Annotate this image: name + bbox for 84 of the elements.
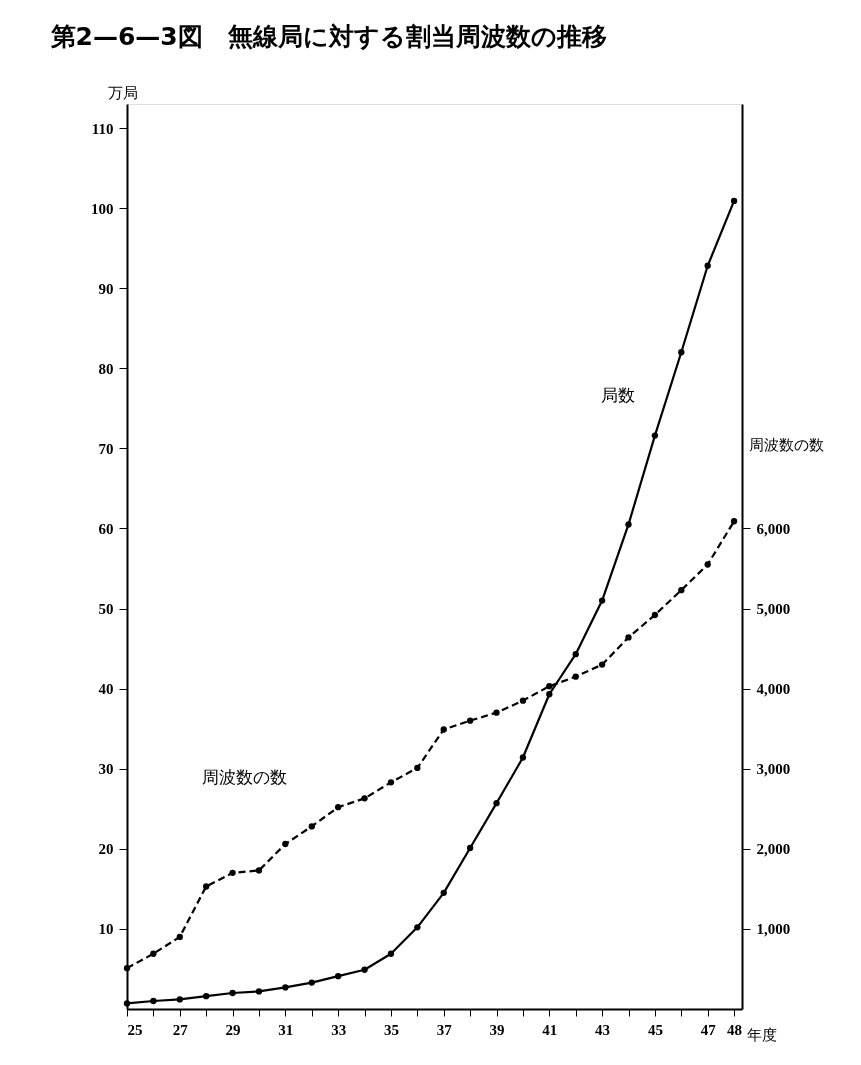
y2-axis-title: 周波数の数: [748, 436, 824, 453]
point: [466, 717, 474, 724]
y-axis-title: 万局: [107, 84, 138, 101]
point: [493, 709, 500, 716]
point: [625, 521, 632, 528]
point: [308, 979, 315, 986]
point: [651, 611, 659, 619]
point: [466, 844, 474, 852]
point: [519, 754, 527, 761]
point: [150, 950, 157, 957]
point: [361, 966, 368, 973]
x-tick-label: 37: [436, 1021, 453, 1038]
y2-tick-label: 3,000: [756, 761, 791, 778]
point: [123, 965, 131, 972]
x-tick-label: 35: [383, 1021, 399, 1038]
y-tick-label: 70: [98, 440, 114, 457]
point: [704, 262, 711, 269]
y-tick-label: 100: [91, 200, 114, 217]
point: [335, 973, 342, 980]
point: [282, 984, 289, 991]
point: [229, 989, 236, 997]
y-tick-label: 60: [98, 520, 114, 537]
chart-title: 第2—6—3図 無線局に対する割当周波数の推移: [49, 22, 607, 51]
point: [387, 950, 395, 957]
point: [203, 993, 210, 1000]
point: [255, 867, 263, 874]
x-tick-label: 45: [647, 1021, 663, 1038]
point: [730, 197, 738, 205]
x-tick-label: 47: [700, 1021, 717, 1038]
y2-tick-label: 5,000: [756, 601, 791, 618]
point: [519, 697, 527, 704]
point: [387, 779, 395, 786]
point: [282, 840, 289, 848]
y-tick-label: 20: [98, 841, 114, 858]
point: [546, 683, 553, 690]
x-tick-label: 48: [727, 1021, 743, 1038]
x-tick-label: 25: [127, 1021, 143, 1038]
y-tick-label: 30: [98, 761, 114, 778]
x-tick-label: 27: [172, 1021, 189, 1038]
point: [123, 1000, 131, 1007]
text: 周波数の数: [202, 767, 288, 787]
x-tick-label: 43: [595, 1021, 611, 1038]
point: [308, 823, 315, 830]
y-tick-label: 40: [98, 681, 114, 698]
point: [678, 349, 685, 356]
point: [572, 651, 579, 658]
point: [440, 726, 447, 733]
point: [255, 988, 263, 995]
series-label: 局数: [600, 385, 635, 405]
point: [678, 586, 685, 594]
y2-tick-label: 6,000: [756, 520, 791, 537]
point: [440, 889, 447, 897]
point: [651, 432, 659, 439]
point: [625, 634, 632, 641]
y-tick-label: 110: [91, 120, 114, 137]
x-tick-label: 39: [489, 1021, 505, 1038]
point: [730, 518, 738, 525]
point: [229, 869, 236, 877]
y-tick-label: 50: [98, 601, 114, 618]
x-tick-label: 33: [331, 1021, 347, 1038]
y-tick-label: 10: [98, 921, 114, 938]
point: [546, 691, 553, 698]
point: [361, 795, 368, 802]
point: [414, 924, 421, 931]
point: [704, 561, 711, 568]
point: [176, 996, 183, 1003]
point: [493, 800, 500, 807]
x-tick-label: 31: [278, 1021, 294, 1038]
point: [598, 597, 606, 604]
point: [335, 804, 342, 811]
point: [203, 883, 210, 890]
point: [572, 673, 579, 680]
y2-tick-label: 4,000: [756, 681, 791, 698]
y2-tick-label: 2,000: [756, 841, 791, 858]
point: [598, 661, 606, 668]
y-tick-label: 90: [98, 280, 114, 297]
y-tick-label: 80: [98, 360, 114, 377]
x-axis-title: 年度: [746, 1026, 777, 1043]
x-tick-label: 29: [225, 1021, 241, 1038]
x-tick-label: 41: [542, 1021, 558, 1038]
point: [150, 997, 157, 1005]
point: [176, 933, 183, 941]
y2-tick-label: 1,000: [756, 921, 791, 938]
point: [414, 764, 421, 772]
